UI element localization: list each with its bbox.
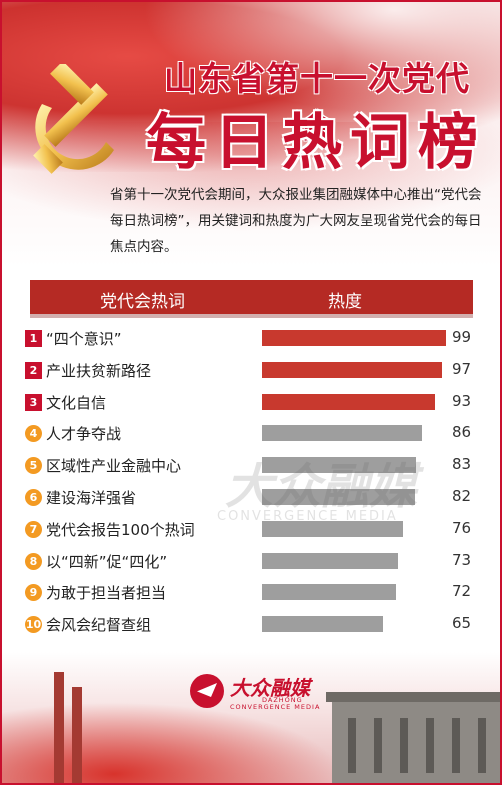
table-row: 2 产业扶贫新路径 97	[2, 356, 500, 386]
watermark-subtitle: CONVERGENCE MEDIA	[217, 509, 398, 524]
hot-word-label: 建设海洋强省	[46, 489, 137, 507]
hot-word-label: “四个意识”	[46, 330, 122, 348]
heat-value: 83	[452, 455, 472, 474]
title-line2: 每日热词榜	[146, 108, 486, 178]
dazhong-logo: 大众融媒 DAZHONG CONVERGENCE MEDIA	[190, 672, 340, 712]
hall-column	[452, 718, 460, 773]
rank-badge: 6	[25, 489, 42, 506]
rank-badge: 1	[25, 330, 42, 347]
logo-name: 大众融媒	[230, 676, 310, 700]
footer: 大众融媒 DAZHONG CONVERGENCE MEDIA	[2, 652, 500, 783]
hot-word-label: 文化自信	[46, 393, 107, 412]
heat-value: 72	[452, 582, 472, 601]
title-line1: 山东省第十一次党代会	[164, 59, 470, 146]
table-row: 6 建设海洋强省 82	[2, 483, 500, 513]
logo-mark-icon	[190, 674, 224, 708]
heat-bar	[262, 552, 398, 569]
flag-highlight	[142, 2, 500, 112]
column-header-word: 党代会热词	[100, 292, 185, 312]
logo-subtitle-2: CONVERGENCE MEDIA	[230, 703, 321, 711]
table-header-shadow	[30, 314, 473, 318]
heat-value: 99	[452, 328, 472, 346]
heat-value: 97	[452, 359, 472, 378]
rank-badge: 9	[25, 584, 42, 602]
heat-bar	[262, 330, 447, 346]
hall-column	[426, 718, 434, 773]
watermark: 大众融媒 CONVERGENCE MEDIA	[217, 447, 457, 537]
hot-word-label: 产业扶贫新路径	[46, 361, 152, 380]
chimney-right	[72, 687, 82, 783]
hot-word-label: 党代会报告100个热词	[46, 520, 195, 539]
row-highlight	[44, 388, 242, 415]
table-row: 10 会风会纪督查组 65	[2, 610, 500, 640]
heat-bar	[262, 489, 415, 505]
rank-badge: 5	[25, 457, 42, 475]
table-row: 5 区域性产业金融中心 83	[2, 451, 500, 481]
logo-subtitle-1: DAZHONG	[262, 696, 303, 704]
table-row: 3 文化自信 93	[2, 388, 500, 418]
rank-badge: 10	[25, 616, 42, 634]
heat-value: 86	[452, 423, 472, 442]
rank-badge: 3	[25, 393, 42, 411]
table-row: 9 为敢于担当者担当 72	[2, 578, 500, 608]
hot-word-label: 会风会纪督查组	[46, 616, 152, 635]
column-header-heat: 热度	[328, 292, 362, 312]
heat-bar	[262, 393, 435, 410]
hot-word-label: 为敢于担当者担当	[46, 584, 167, 603]
hall-column	[348, 718, 356, 773]
heat-bar	[262, 520, 404, 537]
chimney-left	[54, 672, 64, 783]
hall-building	[326, 692, 500, 783]
hall-column	[374, 718, 382, 773]
hammer-sickle-icon	[33, 64, 115, 174]
footer-flag-swirl	[2, 702, 342, 783]
hall-column	[478, 718, 486, 773]
flag-shadow	[2, 122, 500, 232]
heat-value: 82	[452, 487, 472, 505]
watermark-logo-text: 大众融媒	[225, 459, 418, 515]
heat-value: 65	[452, 614, 472, 633]
table-row: 1 “四个意识” 99	[2, 324, 500, 354]
heat-bar	[262, 457, 417, 474]
rank-badge: 2	[25, 361, 42, 379]
heat-value: 76	[452, 518, 472, 537]
heat-bar	[262, 616, 383, 633]
hot-word-label: 区域性产业金融中心	[46, 457, 182, 476]
hot-word-label: 以“四新”促“四化”	[46, 552, 168, 571]
rank-badge: 4	[25, 425, 42, 443]
table-row: 8 以“四新”促“四化” 73	[2, 547, 500, 577]
table-row: 7 党代会报告100个热词 76	[2, 515, 500, 545]
rank-badge: 8	[25, 552, 42, 570]
header-banner: 山东省第十一次党代会 每日热词榜 省第十一次党代会期间，大众报业集团融媒体中心推…	[2, 2, 500, 267]
hall-column	[400, 718, 408, 773]
heat-bar	[262, 584, 396, 601]
heat-bar	[262, 361, 443, 378]
heat-bar	[262, 425, 422, 442]
rank-badge: 7	[25, 520, 42, 538]
hall-roof	[326, 692, 500, 702]
table-row: 4 人才争夺战 86	[2, 419, 500, 449]
heat-value: 93	[452, 391, 472, 410]
table-header: 党代会热词 热度	[30, 280, 473, 314]
heat-value: 73	[452, 550, 472, 569]
hot-word-label: 人才争夺战	[46, 425, 122, 444]
intro-paragraph: 省第十一次党代会期间，大众报业集团融媒体中心推出“党代会每日热词榜”，用关键词和…	[110, 187, 482, 255]
